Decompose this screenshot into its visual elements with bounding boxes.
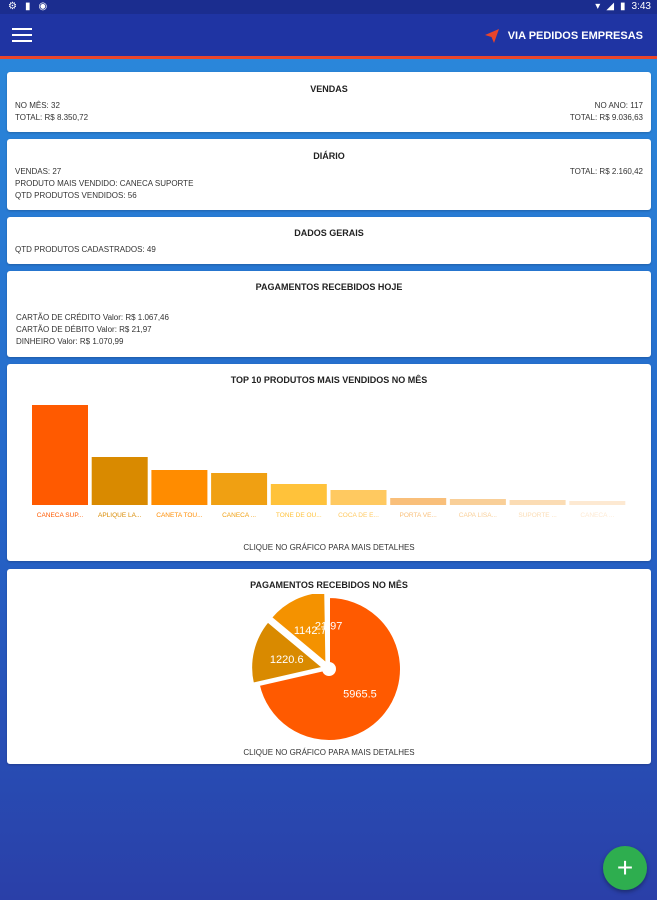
bar-label-6: COCA DE E... — [338, 512, 379, 519]
pie-label-2: 1220.6 — [270, 654, 304, 666]
sales-month-count: NO MÊS: 32 — [15, 101, 60, 110]
status-bar: ⚙ ▮ ◉ ▾ ◢ ▮ 3:43 — [0, 0, 657, 14]
payments-month-chart-title: PAGAMENTOS RECEBIDOS NO MÊS — [250, 580, 408, 590]
bar-label-4: CANECA ... — [222, 512, 256, 519]
bar-1[interactable] — [32, 405, 88, 505]
daily-card-title: DIÁRIO — [313, 151, 345, 161]
settings-icon: ⚙ — [8, 1, 17, 12]
pie-slice-2[interactable] — [250, 620, 326, 685]
bar-label-10: CANECA ... — [580, 512, 614, 519]
sales-card-title: VENDAS — [310, 84, 348, 94]
pie-chart-hint: CLIQUE NO GRÁFICO PARA MAIS DETALHES — [243, 748, 415, 757]
paper-plane-icon — [484, 29, 499, 43]
bar-7[interactable] — [390, 498, 447, 505]
payments-month-pie-chart[interactable]: 5965.5 1220.6 1142.721.97 — [7, 594, 651, 744]
payment-credit-card: CARTÃO DE CRÉDITO Valor: R$ 1.067,46 — [16, 313, 169, 322]
bar-label-9: SUPORTE ... — [518, 512, 557, 519]
bar-2[interactable] — [91, 457, 148, 505]
battery-icon: ▮ — [620, 1, 626, 12]
payments-today-card: PAGAMENTOS RECEBIDOS HOJE CARTÃO DE CRÉD… — [7, 271, 651, 357]
pie-label-4: 21.97 — [315, 621, 343, 633]
bar-6[interactable] — [330, 490, 387, 505]
status-time: 3:43 — [631, 1, 651, 12]
pie-label-1: 5965.5 — [343, 689, 377, 701]
bar-9[interactable] — [509, 500, 566, 505]
pie-label-3: 1142.7 — [294, 625, 327, 637]
sales-year-count: NO ANO: 117 — [594, 101, 643, 110]
pie-slice-3[interactable] — [269, 594, 328, 666]
general-data-title: DADOS GERAIS — [294, 228, 364, 238]
top-products-chart-title: TOP 10 PRODUTOS MAIS VENDIDOS NO MÊS — [230, 375, 428, 385]
top-products-bar-chart[interactable]: CANECA SUP... APLIQUE LA... CANETA TOU... C… — [7, 392, 651, 552]
bar-label-2: APLIQUE LA... — [98, 512, 142, 519]
app-title: VIA PEDIDOS EMPRESAS — [507, 30, 643, 42]
bar-8[interactable] — [449, 499, 506, 505]
app-title-group: VIA PEDIDOS EMPRESAS — [484, 28, 643, 44]
sales-card: VENDAS NO MÊS: 32 TOTAL: R$ 8.350,72 NO … — [7, 72, 651, 132]
payment-debit-card: CARTÃO DE DÉBITO Valor: R$ 21,97 — [16, 325, 152, 334]
daily-products-qty: QTD PRODUTOS VENDIDOS: 56 — [15, 191, 137, 200]
sales-year-total: TOTAL: R$ 9.036,63 — [569, 113, 643, 122]
payment-cash: DINHEIRO Valor: R$ 1.070,99 — [16, 337, 124, 346]
wifi-icon: ▾ — [595, 1, 601, 12]
sales-month-total: TOTAL: R$ 8.350,72 — [15, 113, 89, 122]
bar-label-3: CANETA TOU... — [156, 512, 202, 519]
sync-icon: ◉ — [38, 1, 48, 12]
daily-total: TOTAL: R$ 2.160,42 — [569, 167, 643, 176]
top-products-chart-card[interactable]: TOP 10 PRODUTOS MAIS VENDIDOS NO MÊS CAN… — [7, 364, 651, 561]
add-button[interactable]: + — [603, 846, 647, 890]
daily-card: DIÁRIO VENDAS: 27 PRODUTO MAIS VENDIDO: … — [7, 139, 651, 210]
sim-icon: ▮ — [24, 1, 31, 12]
general-data-card: DADOS GERAIS QTD PRODUTOS CADASTRADOS: 4… — [7, 217, 651, 264]
daily-sales: VENDAS: 27 — [15, 167, 62, 176]
daily-top-product: PRODUTO MAIS VENDIDO: CANECA SUPORTE — [15, 179, 194, 188]
bar-4[interactable] — [211, 473, 268, 505]
signal-icon: ◢ — [606, 1, 615, 12]
pie-slice-4[interactable] — [326, 594, 330, 664]
bar-10[interactable] — [569, 501, 626, 505]
bar-label-1: CANECA SUP... — [37, 512, 84, 519]
pie-center-hole — [322, 662, 336, 676]
bar-label-8: CAPA LISA... — [459, 512, 497, 519]
payments-month-chart-card[interactable]: PAGAMENTOS RECEBIDOS NO MÊS 5965.5 1220.6… — [7, 569, 651, 764]
app-bar: VIA PEDIDOS EMPRESAS — [0, 14, 657, 59]
registered-products-qty: QTD PRODUTOS CADASTRADOS: 49 — [15, 245, 156, 254]
menu-icon[interactable] — [12, 28, 32, 44]
bar-label-7: PORTA VE... — [400, 512, 438, 519]
bar-3[interactable] — [151, 470, 208, 505]
bar-5[interactable] — [270, 484, 327, 505]
payments-today-title: PAGAMENTOS RECEBIDOS HOJE — [255, 282, 403, 292]
bar-label-5: TONE DE OU... — [276, 512, 322, 519]
bar-chart-hint: CLIQUE NO GRÁFICO PARA MAIS DETALHES — [243, 543, 415, 552]
